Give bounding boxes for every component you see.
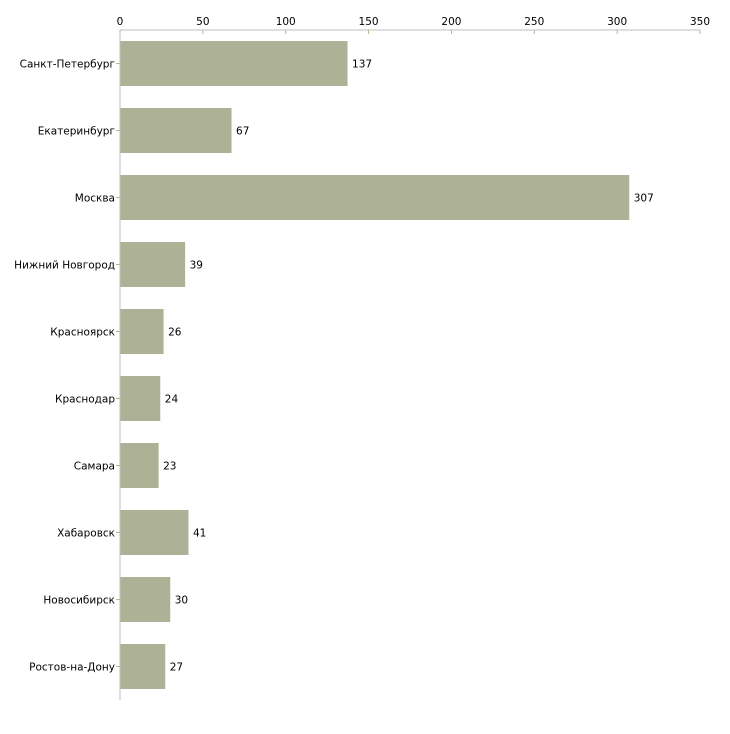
bar bbox=[120, 510, 189, 555]
x-tick-label: 50 bbox=[196, 16, 209, 28]
category-label: Хабаровск bbox=[57, 528, 115, 540]
x-tick-label: 200 bbox=[441, 16, 461, 28]
data-label: 30 bbox=[175, 595, 188, 607]
x-tick-label: 100 bbox=[276, 16, 296, 28]
category-label: Ростов-на-Дону bbox=[29, 662, 115, 674]
bar bbox=[120, 41, 348, 86]
bar bbox=[120, 443, 159, 488]
data-label: 67 bbox=[236, 126, 249, 138]
data-label: 137 bbox=[352, 59, 372, 71]
data-label: 39 bbox=[190, 260, 203, 272]
x-tick-label: 350 bbox=[690, 16, 710, 28]
data-label: 41 bbox=[193, 528, 206, 540]
category-label: Москва bbox=[75, 193, 115, 205]
bar bbox=[120, 644, 166, 689]
category-label: Красноярск bbox=[50, 327, 115, 339]
bar bbox=[120, 175, 630, 220]
category-label: Екатеринбург bbox=[38, 126, 115, 138]
data-label: 26 bbox=[168, 327, 182, 339]
bar bbox=[120, 577, 171, 622]
category-label: Самара bbox=[74, 461, 115, 473]
x-tick-label: 250 bbox=[524, 16, 544, 28]
x-tick-label: 150 bbox=[359, 16, 379, 28]
data-label: 24 bbox=[165, 394, 179, 406]
category-label: Санкт-Петербург bbox=[20, 59, 115, 71]
data-label: 307 bbox=[634, 193, 654, 205]
bar bbox=[120, 242, 186, 287]
category-label: Новосибирск bbox=[43, 595, 115, 607]
category-label: Краснодар bbox=[55, 394, 115, 406]
bar bbox=[120, 309, 164, 354]
bar bbox=[120, 108, 232, 153]
category-label: Нижний Новгород bbox=[14, 260, 115, 272]
data-label: 23 bbox=[163, 461, 176, 473]
x-tick-label: 300 bbox=[607, 16, 627, 28]
data-label: 27 bbox=[170, 662, 183, 674]
x-tick-label: 0 bbox=[117, 16, 124, 28]
bar bbox=[120, 376, 161, 421]
